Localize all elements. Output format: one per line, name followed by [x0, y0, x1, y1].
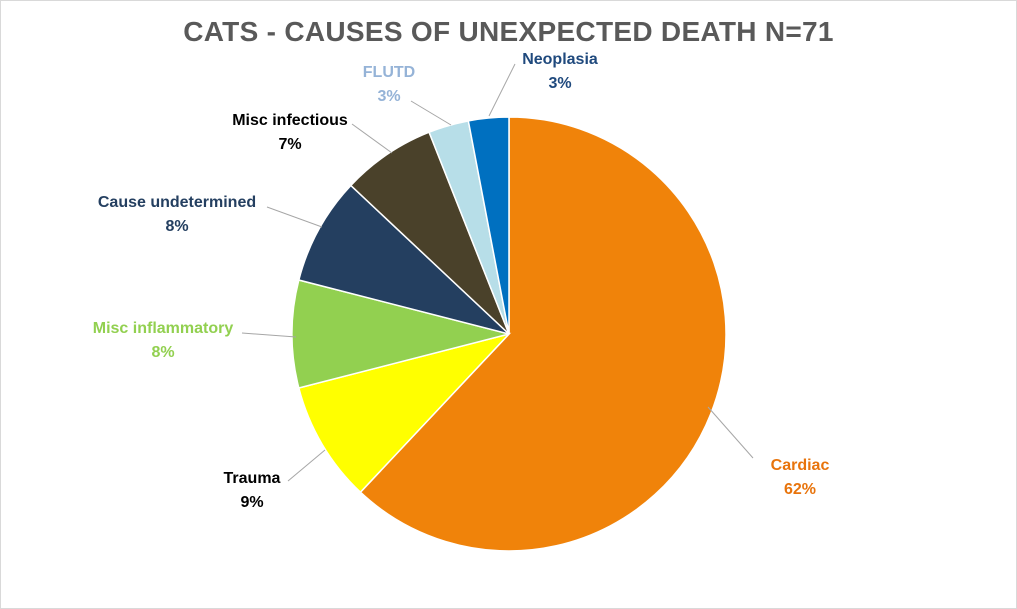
slice-label-cause-undetermined: Cause undetermined: [98, 194, 256, 211]
slice-label-cardiac: Cardiac: [771, 457, 830, 474]
slice-percent-neoplasia: 3%: [548, 75, 571, 92]
pie-slice-neoplasia: [467, 116, 510, 335]
leader-line-flutd: [410, 100, 452, 126]
slice-percent-trauma: 9%: [240, 494, 263, 511]
pie-slice-cause-undetermined: [297, 184, 510, 335]
slice-label-flutd: FLUTD: [363, 64, 415, 81]
slice-label-neoplasia: Neoplasia: [522, 51, 598, 68]
leader-line-misc-inflammatory: [241, 332, 297, 338]
leader-line-cardiac: [707, 406, 754, 459]
leader-line-trauma: [287, 449, 326, 482]
pie-labels: Cardiac 62% Trauma 9% Misc inflammatory 8% Cau…: [93, 51, 830, 511]
slice-label-trauma: Trauma: [224, 470, 281, 487]
slice-percent-misc-infectious: 7%: [278, 136, 301, 153]
slice-percent-flutd: 3%: [377, 88, 400, 105]
chart-title: CATS - CAUSES OF UNEXPECTED DEATH N=71: [183, 16, 834, 47]
pie-slice-trauma: [297, 332, 512, 494]
pie-slices: [291, 116, 727, 552]
leader-line-misc-infectious: [351, 123, 393, 154]
slice-label-misc-inflammatory: Misc inflammatory: [93, 320, 234, 337]
slice-percent-misc-inflammatory: 8%: [151, 344, 174, 361]
pie-slice-misc-inflammatory: [291, 279, 510, 389]
slice-label-misc-infectious: Misc infectious: [232, 112, 348, 129]
leader-line-cause-undetermined: [266, 206, 323, 228]
leader-line-neoplasia: [488, 63, 516, 117]
slice-percent-cardiac: 62%: [784, 481, 816, 498]
slice-percent-cause-undetermined: 8%: [165, 218, 188, 235]
pie-slice-cardiac: [359, 116, 727, 552]
